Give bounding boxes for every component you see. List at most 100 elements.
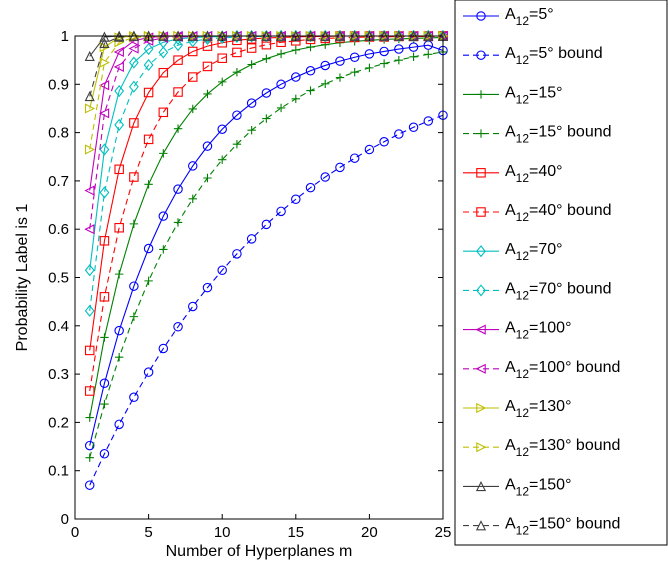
x-tick-label-0: 0 xyxy=(71,524,79,541)
data-point-3-4 xyxy=(144,276,153,286)
data-point-5-4 xyxy=(143,134,154,145)
data-point-8-2 xyxy=(113,46,124,58)
legend-item-6: A12=70° xyxy=(463,241,563,263)
y-tick-label-2: 0.2 xyxy=(48,414,69,431)
data-point-1-5 xyxy=(158,343,169,354)
y-tick-label-6: 0.6 xyxy=(48,221,69,238)
legend-label-1: A12=5° bound xyxy=(505,45,603,67)
legend-item-9: A12=100° bound xyxy=(463,359,620,381)
series-2 xyxy=(85,33,448,422)
data-point-5-11 xyxy=(246,43,257,53)
data-point-5-8 xyxy=(202,61,213,72)
legend-label-10: A12=130° xyxy=(505,398,571,420)
data-point-3-19 xyxy=(365,63,374,73)
data-point-0-10 xyxy=(232,110,242,120)
data-point-5-3 xyxy=(129,172,139,182)
data-point-0-22 xyxy=(408,42,419,52)
data-point-0-1 xyxy=(99,378,110,389)
data-point-8-0 xyxy=(84,185,95,196)
legend-item-7: A12=70° bound xyxy=(463,280,612,302)
data-point-2-8 xyxy=(203,89,212,99)
legend-marker-11 xyxy=(476,442,487,453)
data-point-4-5 xyxy=(158,67,169,78)
data-point-3-7 xyxy=(188,194,197,203)
data-point-3-5 xyxy=(159,245,168,254)
data-point-13-0 xyxy=(84,90,95,102)
data-point-3-15 xyxy=(306,86,315,95)
data-point-4-2 xyxy=(114,164,124,175)
legend-marker-9 xyxy=(475,363,486,374)
y-tick-label-8: 0.8 xyxy=(48,125,69,142)
data-point-2-2 xyxy=(114,269,124,279)
plot-area xyxy=(84,30,449,490)
data-point-6-3 xyxy=(128,56,139,69)
data-point-8-3 xyxy=(128,35,139,46)
data-point-2-14 xyxy=(291,45,300,55)
data-point-0-8 xyxy=(202,141,213,151)
data-point-9-6 xyxy=(172,31,183,43)
series-0 xyxy=(84,40,448,451)
data-point-5-10 xyxy=(232,47,242,58)
data-point-7-6 xyxy=(173,39,183,52)
data-point-3-22 xyxy=(409,52,418,61)
data-point-7-18 xyxy=(349,30,360,43)
legend-item-10: A12=130° xyxy=(463,398,571,420)
legend-label-8: A12=100° xyxy=(505,320,571,342)
data-point-1-12 xyxy=(261,219,272,230)
data-point-7-21 xyxy=(393,30,404,43)
data-point-4-1 xyxy=(99,236,110,246)
data-point-1-2 xyxy=(114,419,124,430)
legend-marker-5 xyxy=(476,207,486,217)
legend-marker-7 xyxy=(476,284,486,297)
x-axis-label: Number of Hyperplanes m xyxy=(166,543,353,560)
data-point-2-5 xyxy=(159,149,168,158)
data-point-13-2 xyxy=(114,31,125,42)
data-point-7-13 xyxy=(276,30,286,43)
data-point-5-6 xyxy=(173,87,183,97)
data-point-3-6 xyxy=(173,218,183,227)
data-point-0-9 xyxy=(217,124,227,134)
legend-marker-8 xyxy=(475,324,486,335)
data-point-5-0 xyxy=(84,386,95,396)
legend-marker-3 xyxy=(476,129,486,138)
series-1 xyxy=(84,110,448,490)
legend-marker-13 xyxy=(475,520,487,531)
data-point-7-3 xyxy=(128,80,139,93)
data-point-7-22 xyxy=(408,30,419,43)
data-point-6-0 xyxy=(84,264,95,277)
data-point-11-1 xyxy=(99,57,110,68)
data-point-2-10 xyxy=(232,68,242,77)
data-point-0-15 xyxy=(305,66,316,76)
data-point-7-20 xyxy=(379,30,390,43)
data-point-9-2 xyxy=(113,61,124,73)
legend-item-13: A12=150° bound xyxy=(463,516,620,538)
series-line-13 xyxy=(89,35,443,97)
data-point-2-6 xyxy=(173,124,183,133)
legend-item-4: A12=40° xyxy=(463,163,563,185)
series-4 xyxy=(84,31,448,356)
data-point-0-13 xyxy=(276,79,286,90)
legend-marker-6 xyxy=(476,245,486,258)
data-point-9-0 xyxy=(84,224,95,235)
data-point-1-9 xyxy=(217,265,227,276)
data-point-7-2 xyxy=(114,118,125,131)
data-point-10-2 xyxy=(114,32,125,43)
data-point-1-11 xyxy=(246,234,257,244)
data-point-0-0 xyxy=(84,440,95,451)
data-point-0-2 xyxy=(114,325,124,336)
data-point-5-1 xyxy=(99,292,110,302)
data-point-2-11 xyxy=(247,60,256,69)
legend-item-0: A12=5° xyxy=(463,6,554,28)
data-point-7-19 xyxy=(364,30,375,43)
legend-marker-12 xyxy=(475,480,487,492)
data-point-3-1 xyxy=(100,399,109,409)
data-point-13-1 xyxy=(99,37,110,48)
data-point-2-3 xyxy=(129,219,139,229)
data-point-0-21 xyxy=(394,44,404,54)
data-point-1-15 xyxy=(305,182,316,193)
data-point-4-4 xyxy=(143,87,154,98)
data-point-2-9 xyxy=(218,77,227,87)
series-3 xyxy=(85,47,448,462)
